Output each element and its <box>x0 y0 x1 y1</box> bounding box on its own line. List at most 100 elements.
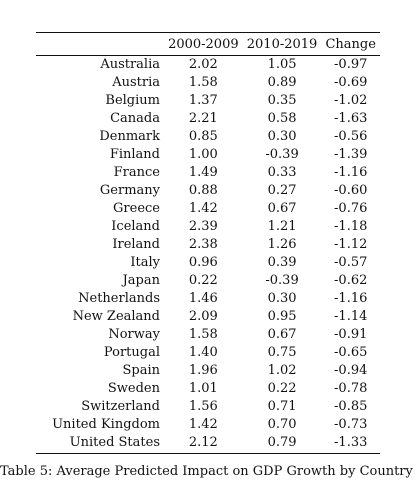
value-2010-2019-cell: 1.21 <box>267 219 297 234</box>
table-row: Italy 0.96 0.39 -0.57 <box>36 254 380 272</box>
table-row: Portugal 1.40 0.75 -0.65 <box>36 344 380 362</box>
value-2010-2019-cell: 0.30 <box>267 291 297 306</box>
table-row: Norway 1.58 0.67 -0.91 <box>36 326 380 344</box>
table-row: France 1.49 0.33 -1.16 <box>36 164 380 182</box>
value-2000-2009-cell: 1.46 <box>188 291 218 306</box>
header-country <box>36 32 164 56</box>
table-row: Australia 2.02 1.05 -0.97 <box>36 56 380 75</box>
country-cell: Japan <box>122 273 160 288</box>
header-row: 2000-2009 2010-2019 Change <box>36 32 380 56</box>
value-2010-2019-cell: 0.22 <box>267 381 297 396</box>
results-table: 2000-2009 2010-2019 Change Australia 2.02… <box>36 32 380 454</box>
change-cell: -0.56 <box>334 129 368 144</box>
country-cell: United States <box>36 434 164 454</box>
change-cell: -0.85 <box>334 399 368 414</box>
header-2000-2009: 2000-2009 <box>164 32 243 56</box>
change-cell: -1.16 <box>334 291 368 306</box>
country-cell: New Zealand <box>72 309 160 324</box>
table-body: Australia 2.02 1.05 -0.97 Austria 1.58 0.89 -0.… <box>36 56 380 454</box>
value-2010-2019-cell: 0.71 <box>267 399 297 414</box>
country-cell: Finland <box>109 147 160 162</box>
value-2010-2019-cell: 0.35 <box>267 93 297 108</box>
country-cell: Denmark <box>99 129 160 144</box>
table-row: Japan 0.22 -0.39 -0.62 <box>36 272 380 290</box>
value-2010-2019-cell: 1.02 <box>267 363 297 378</box>
country-cell: Netherlands <box>78 291 160 306</box>
country-cell: United Kingdom <box>52 417 160 432</box>
change-cell: -0.97 <box>334 57 368 72</box>
country-cell: Spain <box>122 363 160 378</box>
value-2010-2019-cell: 0.67 <box>267 327 297 342</box>
table-row: New Zealand 2.09 0.95 -1.14 <box>36 308 380 326</box>
value-2000-2009-cell: 1.49 <box>188 165 218 180</box>
change-cell: -1.33 <box>321 434 380 454</box>
value-2000-2009-cell: 1.56 <box>188 399 218 414</box>
country-cell: France <box>113 165 160 180</box>
value-2000-2009-cell: 1.58 <box>188 327 218 342</box>
change-cell: -0.91 <box>334 327 368 342</box>
value-2010-2019-cell: 0.67 <box>267 201 297 216</box>
value-2000-2009-cell: 2.39 <box>188 219 218 234</box>
change-cell: -1.16 <box>334 165 368 180</box>
results-table-container: 2000-2009 2010-2019 Change Australia 2.02… <box>36 32 380 454</box>
country-cell: Austria <box>112 75 160 90</box>
table-row: Switzerland 1.56 0.71 -0.85 <box>36 398 380 416</box>
table-row: Greece 1.42 0.67 -0.76 <box>36 200 380 218</box>
value-2000-2009-cell: 2.09 <box>188 309 218 324</box>
country-cell: Ireland <box>112 237 160 252</box>
country-cell: Greece <box>113 201 160 216</box>
value-2010-2019-cell: -0.39 <box>265 273 299 288</box>
table-row: Austria 1.58 0.89 -0.69 <box>36 74 380 92</box>
value-2000-2009-cell: 2.02 <box>188 57 218 72</box>
table-row: Spain 1.96 1.02 -0.94 <box>36 362 380 380</box>
change-cell: -0.76 <box>334 201 368 216</box>
value-2010-2019-cell: 0.30 <box>267 129 297 144</box>
change-cell: -0.73 <box>334 417 368 432</box>
value-2010-2019-cell: 0.79 <box>242 434 322 454</box>
value-2010-2019-cell: 0.95 <box>267 309 297 324</box>
country-cell: Switzerland <box>81 399 160 414</box>
value-2010-2019-cell: 1.26 <box>267 237 297 252</box>
table-caption: Table 5: Average Predicted Impact on GDP… <box>0 464 413 479</box>
table-row: Finland 1.00 -0.39 -1.39 <box>36 146 380 164</box>
value-2000-2009-cell: 0.22 <box>188 273 218 288</box>
change-cell: -0.62 <box>334 273 368 288</box>
change-cell: -0.69 <box>334 75 368 90</box>
country-cell: Canada <box>110 111 160 126</box>
value-2000-2009-cell: 0.88 <box>188 183 218 198</box>
change-cell: -0.65 <box>334 345 368 360</box>
value-2010-2019-cell: 0.27 <box>267 183 297 198</box>
table-row: Denmark 0.85 0.30 -0.56 <box>36 128 380 146</box>
value-2010-2019-cell: 0.89 <box>267 75 297 90</box>
table-row: Canada 2.21 0.58 -1.63 <box>36 110 380 128</box>
value-2000-2009-cell: 2.38 <box>188 237 218 252</box>
change-cell: -1.14 <box>334 309 368 324</box>
table-row: Sweden 1.01 0.22 -0.78 <box>36 380 380 398</box>
header-change: Change <box>321 32 380 56</box>
country-cell: Sweden <box>107 381 160 396</box>
country-cell: Germany <box>99 183 160 198</box>
change-cell: -1.39 <box>334 147 368 162</box>
country-cell: Portugal <box>103 345 160 360</box>
change-cell: -0.57 <box>334 255 368 270</box>
change-cell: -0.60 <box>334 183 368 198</box>
value-2000-2009-cell: 1.01 <box>188 381 218 396</box>
change-cell: -1.02 <box>334 93 368 108</box>
value-2000-2009-cell: 2.12 <box>164 434 243 454</box>
value-2000-2009-cell: 0.85 <box>188 129 218 144</box>
country-cell: Belgium <box>105 93 160 108</box>
value-2000-2009-cell: 1.96 <box>188 363 218 378</box>
change-cell: -1.12 <box>334 237 368 252</box>
value-2000-2009-cell: 2.21 <box>188 111 218 126</box>
value-2000-2009-cell: 1.37 <box>188 93 218 108</box>
value-2010-2019-cell: -0.39 <box>265 147 299 162</box>
table-row: United Kingdom 1.42 0.70 -0.73 <box>36 416 380 434</box>
change-cell: -1.18 <box>334 219 368 234</box>
value-2000-2009-cell: 1.58 <box>188 75 218 90</box>
table-row: Ireland 2.38 1.26 -1.12 <box>36 236 380 254</box>
change-cell: -1.63 <box>334 111 368 126</box>
table-row: United States 2.12 0.79 -1.33 <box>36 434 380 454</box>
value-2010-2019-cell: 0.39 <box>267 255 297 270</box>
table-row: Germany 0.88 0.27 -0.60 <box>36 182 380 200</box>
value-2010-2019-cell: 0.58 <box>267 111 297 126</box>
